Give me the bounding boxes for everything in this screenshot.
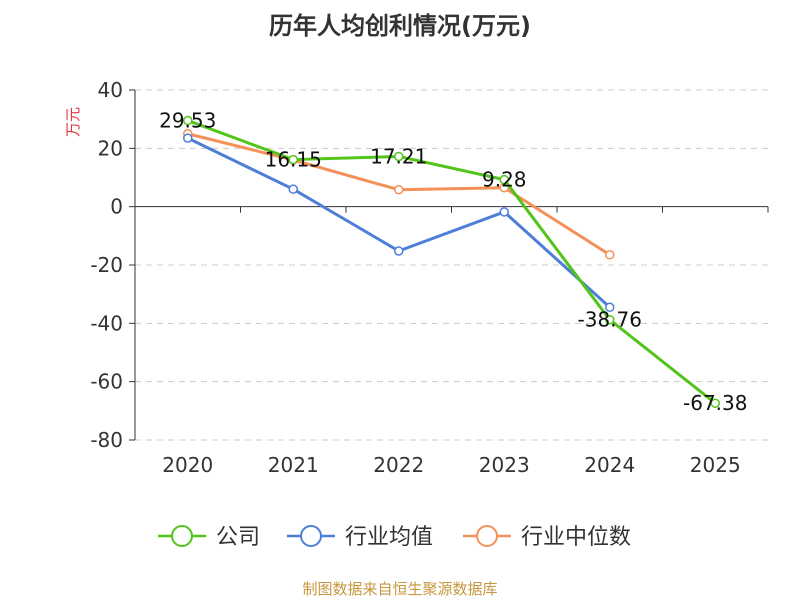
x-tick-label: 2021 (268, 453, 319, 477)
legend-swatch-marker (300, 525, 322, 547)
legend: 公司 行业均值 行业中位数 (158, 525, 631, 550)
y-tick-label: 0 (110, 195, 123, 219)
x-tick-label: 2020 (162, 453, 213, 477)
data-point (605, 250, 615, 260)
legend-swatch-marker (171, 525, 193, 547)
y-tick-label: -20 (90, 253, 123, 277)
axes: 40 20 0 -20 -40 -60 -80 2020 2021 2022 2023 2024 202… (90, 78, 769, 477)
data-point (605, 302, 615, 313)
data-label: 29.53 (159, 109, 216, 133)
data-labels: 29.53 16.15 17.21 9.28 -38.76 -67.38 (159, 109, 747, 416)
series-line-company (187, 119, 717, 405)
x-tick-label: 2023 (479, 453, 530, 477)
series-layer (183, 115, 720, 408)
data-label: 17.21 (370, 144, 427, 168)
data-point (499, 174, 509, 185)
x-tick-label: 2025 (690, 453, 741, 477)
grid-lines (135, 89, 768, 441)
x-tick-label: 2022 (373, 453, 424, 477)
data-label: -38.76 (578, 308, 642, 332)
data-point (288, 184, 298, 194)
data-point (710, 398, 720, 408)
x-tick-label: 2024 (584, 453, 635, 477)
data-point (605, 314, 615, 325)
data-point (288, 154, 298, 165)
legend-swatch-marker (476, 525, 498, 547)
data-point (183, 115, 193, 126)
legend-label: 行业中位数 (521, 525, 631, 550)
y-tick-label: -60 (90, 370, 123, 394)
data-label: 9.28 (482, 168, 527, 192)
legend-label: 公司 (216, 525, 260, 550)
data-point (394, 246, 404, 256)
data-point (394, 151, 404, 162)
y-tick-label: 40 (98, 78, 123, 102)
data-point (183, 133, 193, 143)
y-tick-label: 20 (98, 136, 123, 160)
data-label: 16.15 (265, 148, 322, 172)
chart-title: 历年人均创利情况(万元) (269, 12, 531, 40)
y-tick-label: -40 (90, 311, 123, 335)
data-point (394, 185, 404, 195)
source-note: 制图数据来自恒生聚源数据库 (302, 580, 497, 598)
data-label: -67.38 (683, 391, 747, 415)
data-point (499, 207, 509, 217)
y-axis-label: 万元 (64, 107, 82, 137)
y-tick-label: -80 (90, 428, 123, 452)
legend-label: 行业均值 (345, 525, 433, 550)
